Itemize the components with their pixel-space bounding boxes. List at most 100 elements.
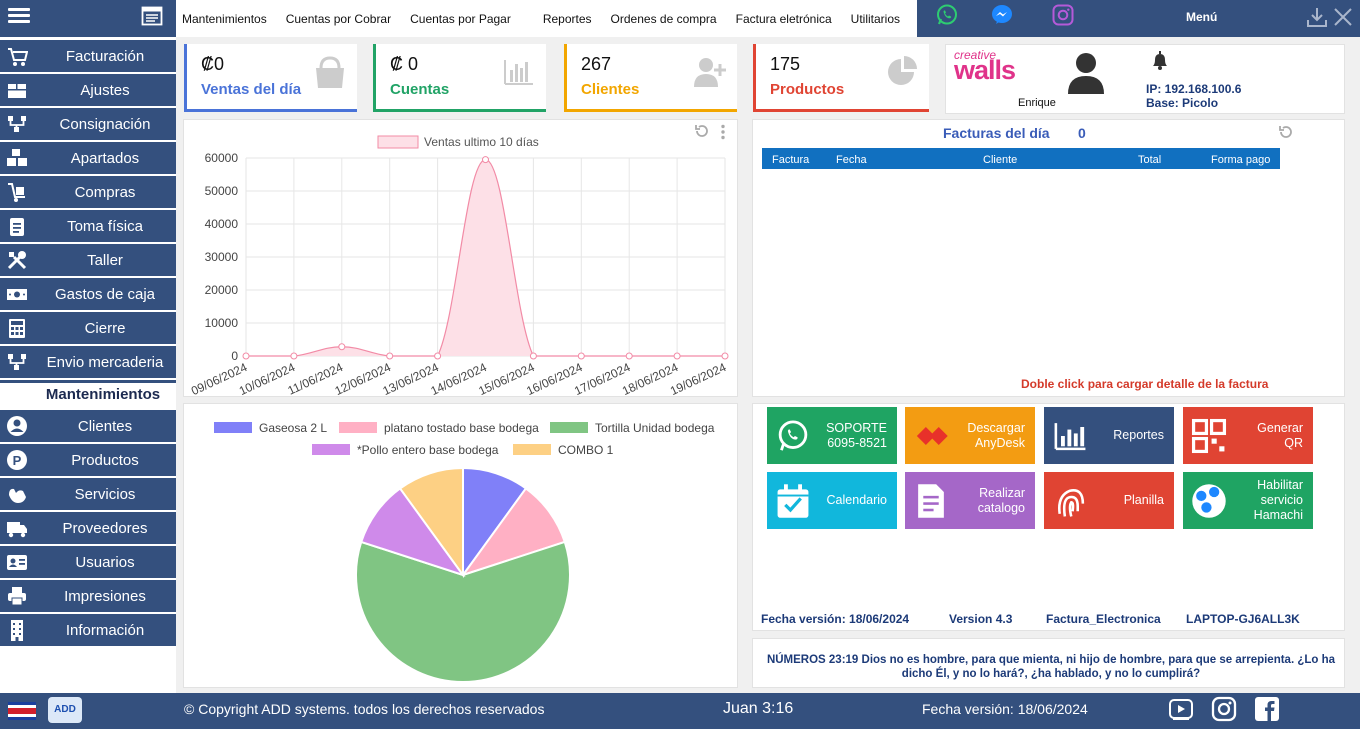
pie-legend-label: Tortilla Unidad bodega	[595, 421, 715, 435]
pie-legend-label: COMBO 1	[558, 443, 614, 457]
user-circle-icon	[6, 415, 28, 437]
instagram-footer-icon[interactable]	[1211, 696, 1237, 727]
kpi-card-0[interactable]: ₡0 Ventas del día	[184, 44, 357, 112]
y-tick-label: 60000	[205, 151, 239, 165]
sidebar-item-servicios[interactable]: Servicios	[0, 478, 176, 510]
sidebar-item-apartados[interactable]: Apartados	[0, 142, 176, 174]
messenger-icon[interactable]	[991, 4, 1013, 31]
top-menu-item[interactable]: Cuentas por Cobrar	[285, 11, 392, 26]
sidebar-item-usuarios[interactable]: Usuarios	[0, 546, 176, 578]
more-options-icon[interactable]	[719, 124, 727, 145]
dolly-icon	[6, 181, 28, 203]
data-point	[673, 352, 681, 360]
sidebar-item-informaci-n[interactable]: Información	[0, 614, 176, 646]
sidebar-item-consignaci-n[interactable]: Consignación	[0, 108, 176, 140]
download-icon[interactable]	[1306, 6, 1328, 33]
sidebar-item-label: Consignación	[59, 115, 151, 133]
shortcut-label: Planilla	[1123, 493, 1164, 507]
version-date: Fecha versión: 18/06/2024	[761, 612, 910, 626]
hamburger-menu-icon[interactable]	[8, 5, 30, 29]
shortcut-calendar-button[interactable]: Calendario	[767, 472, 897, 529]
bell-icon[interactable]	[1149, 50, 1171, 77]
sidebar-item-impresiones[interactable]: Impresiones	[0, 580, 176, 612]
top-menu-item[interactable]: Mantenimientos	[182, 11, 267, 26]
shortcut-fingerprint-button[interactable]: Planilla	[1044, 472, 1174, 529]
costa-rica-flag-icon	[8, 702, 36, 720]
pie-chart-icon	[885, 54, 919, 95]
shortcut-anydesk-button[interactable]: Descargar AnyDesk	[905, 407, 1035, 464]
sidebar-item-label: Taller	[87, 251, 123, 269]
series-area	[246, 159, 725, 356]
youtube-icon[interactable]	[1168, 696, 1194, 727]
y-tick-label: 20000	[205, 283, 239, 297]
hamachi-icon	[1191, 483, 1227, 522]
sidebar-item-label: Proveedores	[62, 519, 148, 537]
sidebar-item-toma-f-sica[interactable]: Toma física	[0, 210, 176, 242]
refresh-icon[interactable]	[694, 123, 710, 144]
building-icon	[6, 619, 28, 641]
data-point	[482, 156, 489, 164]
sidebar-item-facturaci-n[interactable]: Facturación	[0, 40, 176, 72]
verse-text: NÚMEROS 23:19 Dios no es hombre, para qu…	[766, 654, 1336, 680]
shortcut-label: Habilitar servicio Hamachi	[1253, 478, 1303, 522]
version-module: Factura_Electronica	[1046, 612, 1161, 626]
facebook-icon[interactable]	[1254, 696, 1280, 727]
sidebar-item-ajustes[interactable]: Ajustes	[0, 74, 176, 106]
top-menu-item[interactable]: Ordenes de compra	[610, 11, 717, 26]
instagram-icon[interactable]	[1052, 4, 1074, 31]
kpi-card-3[interactable]: 175 Productos	[753, 44, 929, 112]
sidebar-item-taller[interactable]: Taller	[0, 244, 176, 276]
top-menu-item[interactable]: Reportes	[542, 11, 592, 26]
close-icon[interactable]	[1332, 6, 1354, 33]
pie-slice	[398, 466, 464, 579]
whatsapp-icon[interactable]	[936, 4, 958, 31]
sidebar-item-label: Toma física	[67, 217, 143, 235]
shortcut-document-button[interactable]: Realizar catalogo	[905, 472, 1035, 529]
profile-card: creative walls Enrique IP: 192.168.100.6…	[945, 44, 1345, 114]
col-cliente[interactable]: Cliente	[983, 154, 1018, 166]
sidebar-item-clientes[interactable]: Clientes	[0, 410, 176, 442]
sidebar-item-label: Usuarios	[75, 553, 135, 571]
invoices-title: Facturas del día	[943, 125, 1050, 141]
shortcut-whatsapp-button[interactable]: SOPORTE 6095-8521	[767, 407, 897, 464]
parking-icon: P	[6, 449, 28, 471]
col-forma-pago[interactable]: Forma pago	[1211, 154, 1271, 166]
pie-legend-swatch	[339, 422, 377, 433]
kpi-card-1[interactable]: ₡ 0 Cuentas	[373, 44, 546, 112]
computer-name: LAPTOP-GJ6ALL3K	[1186, 612, 1300, 626]
notepad-icon[interactable]	[141, 5, 163, 32]
sidebar-item-compras[interactable]: Compras	[0, 176, 176, 208]
top-menu-item[interactable]: Utilitarios	[850, 11, 900, 26]
sidebar-item-envio-mercaderia[interactable]: Envio mercaderia	[0, 346, 176, 378]
kpi-value: ₡ 0	[390, 54, 419, 74]
col-factura[interactable]: Factura	[772, 154, 810, 166]
shortcut-bar-chart-button[interactable]: Reportes	[1044, 407, 1174, 464]
kpi-label: Ventas del día	[201, 81, 302, 98]
logo-top-text: creative	[954, 48, 997, 62]
truck-icon	[6, 517, 28, 539]
products-pie-card: Gaseosa 2 L platano tostado base bodega To…	[183, 403, 738, 688]
kpi-card-2[interactable]: 267 Clientes	[564, 44, 737, 112]
shortcut-hamachi-button[interactable]: Habilitar servicio Hamachi	[1183, 472, 1313, 529]
shortcut-qr-button[interactable]: Generar QR	[1183, 407, 1313, 464]
col-total[interactable]: Total	[1138, 154, 1162, 166]
kpi-value: ₡0	[201, 54, 225, 74]
sidebar-item-productos[interactable]: P Productos	[0, 444, 176, 476]
sidebar-item-label: Ajustes	[80, 81, 130, 99]
bar-chart-icon	[1052, 418, 1088, 457]
sidebar-item-label: Productos	[71, 451, 139, 469]
sidebar-item-gastos-de-caja[interactable]: Gastos de caja	[0, 278, 176, 310]
kpi-value: 175	[770, 54, 801, 74]
sidebar-item-label: Impresiones	[64, 587, 146, 605]
col-fecha[interactable]: Fecha	[836, 154, 867, 166]
shortcut-label: Calendario	[826, 493, 887, 507]
sidebar-item-proveedores[interactable]: Proveedores	[0, 512, 176, 544]
copyright-text: © Copyright ADD systems. todos los derec…	[184, 701, 545, 717]
top-menu-item[interactable]: Cuentas por Pagar	[410, 11, 511, 26]
top-menu-item[interactable]: Factura eletrónica	[735, 11, 832, 26]
shortcut-label: Realizar catalogo	[977, 485, 1025, 515]
y-tick-label: 50000	[205, 184, 239, 198]
refresh-icon[interactable]	[1278, 124, 1294, 145]
sidebar-item-cierre[interactable]: Cierre	[0, 312, 176, 344]
invoices-table-body[interactable]	[762, 169, 1280, 374]
